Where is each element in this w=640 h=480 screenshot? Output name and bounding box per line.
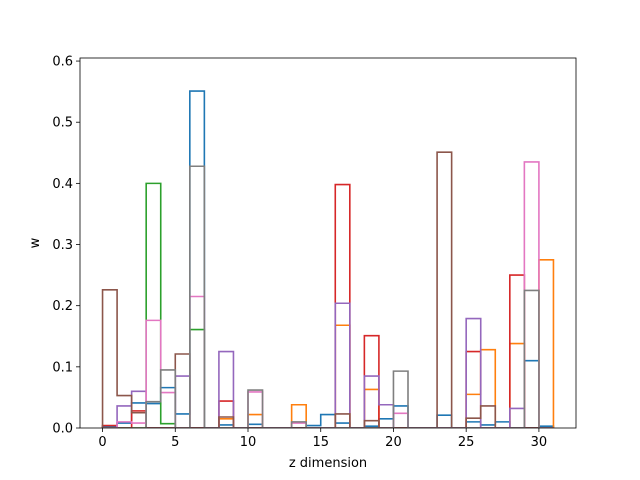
y-tick-label: 0.3 — [52, 238, 73, 253]
y-axis: 0.0 0.1 0.2 0.3 0.4 0.5 0.6 — [52, 55, 80, 437]
x-tick-label: 5 — [171, 435, 179, 450]
x-tick-label: 30 — [531, 435, 548, 450]
y-tick-label: 0.4 — [52, 177, 73, 192]
y-axis-label: w — [28, 237, 43, 248]
series-4-step-outline — [102, 302, 554, 428]
y-tick-label: 0.6 — [52, 55, 73, 70]
series-2-step-outline — [102, 182, 554, 428]
y-tick-label: 0.1 — [52, 360, 73, 375]
y-tick-label: 0.5 — [52, 116, 73, 131]
series-7-step-outline — [102, 165, 554, 428]
x-tick-label: 10 — [240, 435, 257, 450]
y-tick-label: 0.2 — [52, 299, 73, 314]
series-5-step-outline — [101, 151, 554, 428]
x-axis: 0 5 10 15 20 25 30 — [98, 428, 547, 450]
x-axis-label: z dimension — [289, 456, 367, 471]
series-layer — [101, 90, 555, 428]
y-tick-label: 0.0 — [52, 422, 73, 437]
x-tick-label: 25 — [458, 435, 475, 450]
x-tick-label: 20 — [385, 435, 402, 450]
x-tick-label: 0 — [98, 435, 106, 450]
x-tick-label: 15 — [312, 435, 329, 450]
plot-frame — [79, 57, 577, 429]
